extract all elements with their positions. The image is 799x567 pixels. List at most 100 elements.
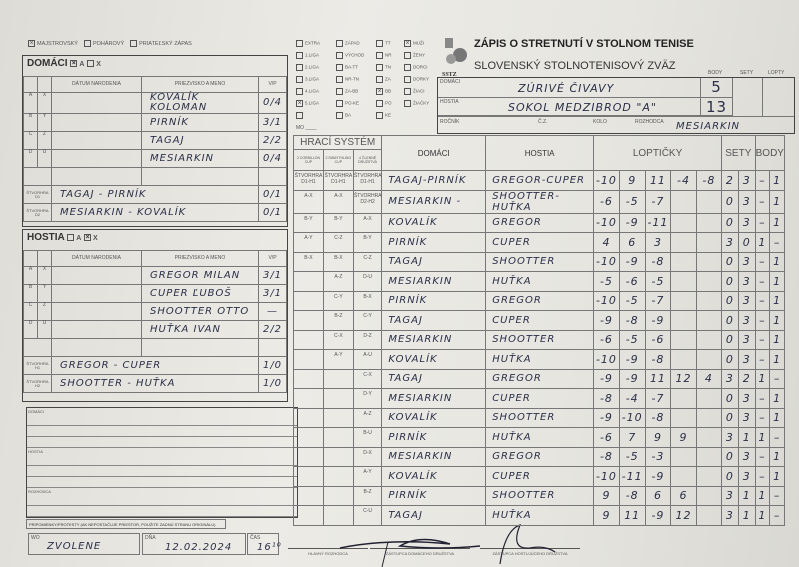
- match-set-score[interactable]: 6: [618, 232, 646, 253]
- match-sets-won[interactable]: 3: [737, 310, 756, 331]
- notes-referee-lines[interactable]: [27, 495, 297, 517]
- match-set-score[interactable]: [695, 290, 723, 311]
- doubles-pair[interactable]: TAGAJ - PIRNÍK: [51, 185, 259, 204]
- match-set-score[interactable]: [695, 388, 723, 409]
- match-sets-won[interactable]: 0: [721, 189, 739, 214]
- match-set-score[interactable]: [695, 271, 723, 292]
- home-opt-x-checkbox[interactable]: [87, 59, 95, 67]
- referee-signature-line[interactable]: HLAVNÝ ROZHODCA: [288, 548, 368, 556]
- match-set-score[interactable]: -5: [644, 271, 672, 292]
- league-option[interactable]: EXTRA: [296, 40, 320, 52]
- match-away-player[interactable]: SHOOTTER: [485, 485, 595, 506]
- match-set-score[interactable]: -7: [644, 189, 672, 214]
- match-home-player[interactable]: TAGAJ: [381, 310, 487, 331]
- match-set-score[interactable]: 4: [695, 368, 723, 389]
- match-home-player[interactable]: TAGAJ-PIRNÍK: [381, 170, 487, 191]
- match-set-score[interactable]: -8: [644, 349, 672, 370]
- league-checkbox[interactable]: ×: [404, 40, 411, 47]
- match-sets-won[interactable]: 2: [737, 368, 756, 389]
- away-opt-x-checkbox[interactable]: ×: [84, 233, 92, 241]
- match-away-player[interactable]: SHOOTTER: [485, 329, 595, 350]
- match-set-score[interactable]: -6: [593, 329, 620, 350]
- match-set-score[interactable]: -8: [618, 485, 646, 506]
- match-sets-won[interactable]: 1: [737, 427, 756, 448]
- home-rep-signature-line[interactable]: ZÁSTUPCA DOMÁCEHO DRUŽSTVA: [370, 548, 470, 556]
- league-checkbox[interactable]: [336, 40, 343, 47]
- match-set-score[interactable]: -9: [618, 368, 646, 389]
- match-set-score[interactable]: [670, 407, 697, 428]
- league-option[interactable]: ZÁPAD: [336, 40, 364, 52]
- home-team-field[interactable]: DOMÁCI ZÚRIVÉ ČIVAVY: [438, 78, 701, 98]
- doubles-pair[interactable]: MESIARKIN - KOVALÍK: [51, 203, 259, 222]
- match-set-score[interactable]: -9: [593, 310, 620, 331]
- match-sets-won[interactable]: 3: [737, 251, 756, 272]
- match-sets-won[interactable]: 3: [737, 212, 756, 233]
- player-vp[interactable]: 2/2: [258, 320, 287, 339]
- player-vp[interactable]: 3/1: [258, 266, 287, 285]
- player-name[interactable]: CUPER ĽUBOŠ: [141, 284, 259, 303]
- match-set-score[interactable]: -6: [593, 189, 620, 214]
- player-birthdate[interactable]: [51, 92, 142, 114]
- match-set-score[interactable]: [670, 232, 697, 253]
- match-away-player[interactable]: HUŤKA: [485, 505, 595, 526]
- player-birthdate[interactable]: [51, 266, 142, 285]
- time-field[interactable]: ČAS 16¹⁰: [247, 533, 281, 555]
- match-away-player[interactable]: SHOOTTER: [485, 407, 595, 428]
- match-set-score[interactable]: [670, 466, 697, 487]
- match-set-score[interactable]: -9: [644, 310, 672, 331]
- league-checkbox[interactable]: [336, 64, 343, 71]
- match-set-score[interactable]: -4: [670, 170, 697, 191]
- player-vp[interactable]: 0/4: [258, 149, 287, 168]
- match-set-score[interactable]: [695, 349, 723, 370]
- league-checkbox[interactable]: [296, 52, 303, 59]
- player-name[interactable]: HUŤKA IVAN: [141, 320, 259, 339]
- player-birthdate[interactable]: [51, 320, 142, 339]
- match-set-score[interactable]: -9: [644, 505, 672, 526]
- away-opt-a-checkbox[interactable]: [67, 233, 75, 241]
- league-checkbox[interactable]: [336, 88, 343, 95]
- match-away-player[interactable]: CUPER: [485, 310, 595, 331]
- match-sets-won[interactable]: 3: [737, 388, 756, 409]
- league-checkbox[interactable]: [404, 88, 411, 95]
- match-sets-won[interactable]: 2: [721, 170, 739, 191]
- match-point[interactable]: –: [754, 310, 771, 331]
- match-set-score[interactable]: -8: [644, 407, 672, 428]
- match-set-score[interactable]: 9: [593, 485, 620, 506]
- league-option[interactable]: ZA-BB: [336, 88, 364, 100]
- match-home-player[interactable]: TAGAJ: [381, 251, 487, 272]
- match-set-score[interactable]: [695, 446, 723, 467]
- mo-field[interactable]: MO ____: [296, 125, 317, 131]
- match-away-player[interactable]: GREGOR-CUPER: [485, 170, 595, 191]
- match-point[interactable]: 1: [769, 407, 785, 428]
- match-set-score[interactable]: -8: [593, 388, 620, 409]
- match-set-score[interactable]: [695, 232, 723, 253]
- match-point[interactable]: 1: [769, 466, 785, 487]
- player-name[interactable]: PIRNÍK: [141, 113, 259, 132]
- league-checkbox[interactable]: [376, 40, 383, 47]
- match-away-player[interactable]: CUPER: [485, 466, 595, 487]
- match-set-score[interactable]: -8: [618, 310, 646, 331]
- league-checkbox[interactable]: [376, 52, 383, 59]
- match-type-checkbox[interactable]: [130, 40, 138, 47]
- match-set-score[interactable]: -5: [618, 189, 646, 214]
- match-point[interactable]: –: [754, 349, 771, 370]
- player-name[interactable]: TAGAJ: [141, 131, 259, 150]
- match-point[interactable]: 1: [769, 170, 785, 191]
- match-point[interactable]: –: [754, 407, 771, 428]
- match-point[interactable]: 1: [754, 427, 771, 448]
- match-set-score[interactable]: -10: [593, 466, 620, 487]
- league-checkbox[interactable]: [296, 112, 303, 119]
- match-sets-won[interactable]: 3: [737, 446, 756, 467]
- match-set-score[interactable]: -4: [618, 388, 646, 409]
- match-home-player[interactable]: MESIARKIN -: [381, 189, 487, 214]
- league-option[interactable]: PO: [376, 100, 392, 112]
- match-away-player[interactable]: CUPER: [485, 232, 595, 253]
- league-option[interactable]: ŽENY: [404, 52, 429, 64]
- league-checkbox[interactable]: [404, 64, 411, 71]
- match-sets-won[interactable]: 0: [721, 290, 739, 311]
- league-option[interactable]: VÝCHOD: [336, 52, 364, 64]
- match-sets-won[interactable]: 0: [721, 407, 739, 428]
- league-option[interactable]: [296, 112, 320, 124]
- match-home-player[interactable]: MESIARKIN: [381, 388, 487, 409]
- match-point[interactable]: –: [754, 466, 771, 487]
